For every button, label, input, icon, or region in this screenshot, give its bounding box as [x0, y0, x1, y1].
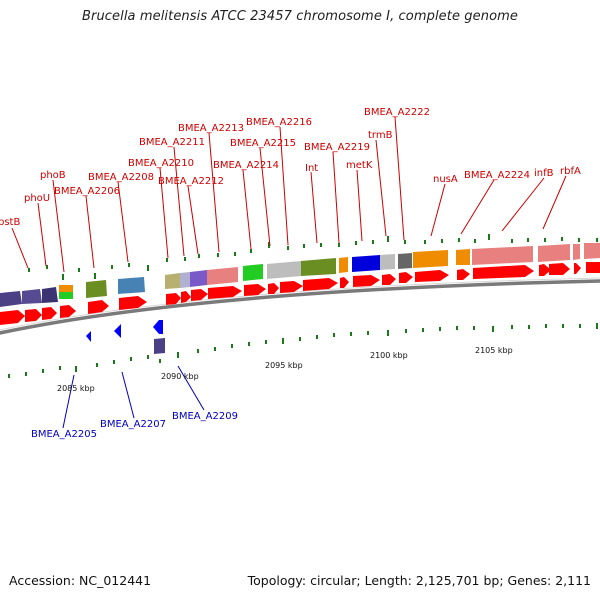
scale-label-2100: 2100 kbp — [370, 351, 408, 360]
gene-label-trmB: trmB — [368, 130, 393, 141]
feature-track — [0, 243, 600, 354]
gene-label-rbfA: rbfA — [560, 166, 581, 177]
inner-scale-ticks — [8, 323, 598, 378]
topology-text: Topology: circular; Length: 2,125,701 bp… — [247, 573, 591, 588]
gene-label-BMEA_A2209: BMEA_A2209 — [172, 411, 238, 422]
gene-label-BMEA_A2208: BMEA_A2208 — [88, 172, 154, 183]
chromosome-backbone — [0, 279, 600, 335]
reverse-strand-track — [86, 320, 163, 342]
forward-gene-labels: pstB phoU phoB BMEA_A2206 BMEA_A2208 BME… — [0, 107, 581, 228]
scale-label-2095: 2095 kbp — [265, 361, 303, 370]
gene-label-Int: Int — [305, 163, 318, 174]
gene-label-BMEA_A2211: BMEA_A2211 — [139, 137, 205, 148]
gene-label-nusA: nusA — [433, 174, 458, 185]
gene-label-BMEA_A2222: BMEA_A2222 — [364, 107, 430, 118]
map-title: Brucella melitensis ATCC 23457 chromosom… — [81, 9, 519, 24]
gene-label-BMEA_A2205: BMEA_A2205 — [31, 429, 97, 440]
outer-scale-ticks — [28, 234, 598, 280]
gene-label-infB: infB — [534, 168, 554, 179]
gene-label-phoU: phoU — [24, 193, 50, 204]
gene-label-BMEA_A2213: BMEA_A2213 — [178, 123, 244, 134]
gene-label-BMEA_A2206: BMEA_A2206 — [54, 186, 120, 197]
gene-label-BMEA_A2210: BMEA_A2210 — [128, 158, 194, 169]
gene-label-BMEA_A2215: BMEA_A2215 — [230, 138, 296, 149]
gene-label-pstB: pstB — [0, 217, 20, 228]
forward-leader-lines — [11, 116, 567, 273]
scale-labels: 2085 kbp 2090 kbp 2095 kbp 2100 kbp 2105… — [57, 346, 513, 393]
reverse-gene-labels: BMEA_A2205 BMEA_A2207 BMEA_A2209 — [31, 411, 238, 440]
gene-label-BMEA_A2214: BMEA_A2214 — [213, 160, 279, 171]
gene-label-phoB: phoB — [40, 170, 66, 181]
scale-label-2105: 2105 kbp — [475, 346, 513, 355]
accession-text: Accession: NC_012441 — [9, 573, 152, 588]
gene-label-BMEA_A2212: BMEA_A2212 — [158, 176, 224, 187]
scale-label-2090: 2090 kbp — [161, 372, 199, 381]
gene-label-metK: metK — [346, 160, 373, 171]
gene-label-BMEA_A2216: BMEA_A2216 — [246, 117, 312, 128]
scale-label-2085: 2085 kbp — [57, 384, 95, 393]
gene-label-BMEA_A2219: BMEA_A2219 — [304, 142, 370, 153]
gene-label-BMEA_A2207: BMEA_A2207 — [100, 419, 166, 430]
gene-label-BMEA_A2224: BMEA_A2224 — [464, 170, 530, 181]
forward-strand-track — [0, 262, 600, 325]
reverse-leader-lines — [62, 365, 205, 429]
